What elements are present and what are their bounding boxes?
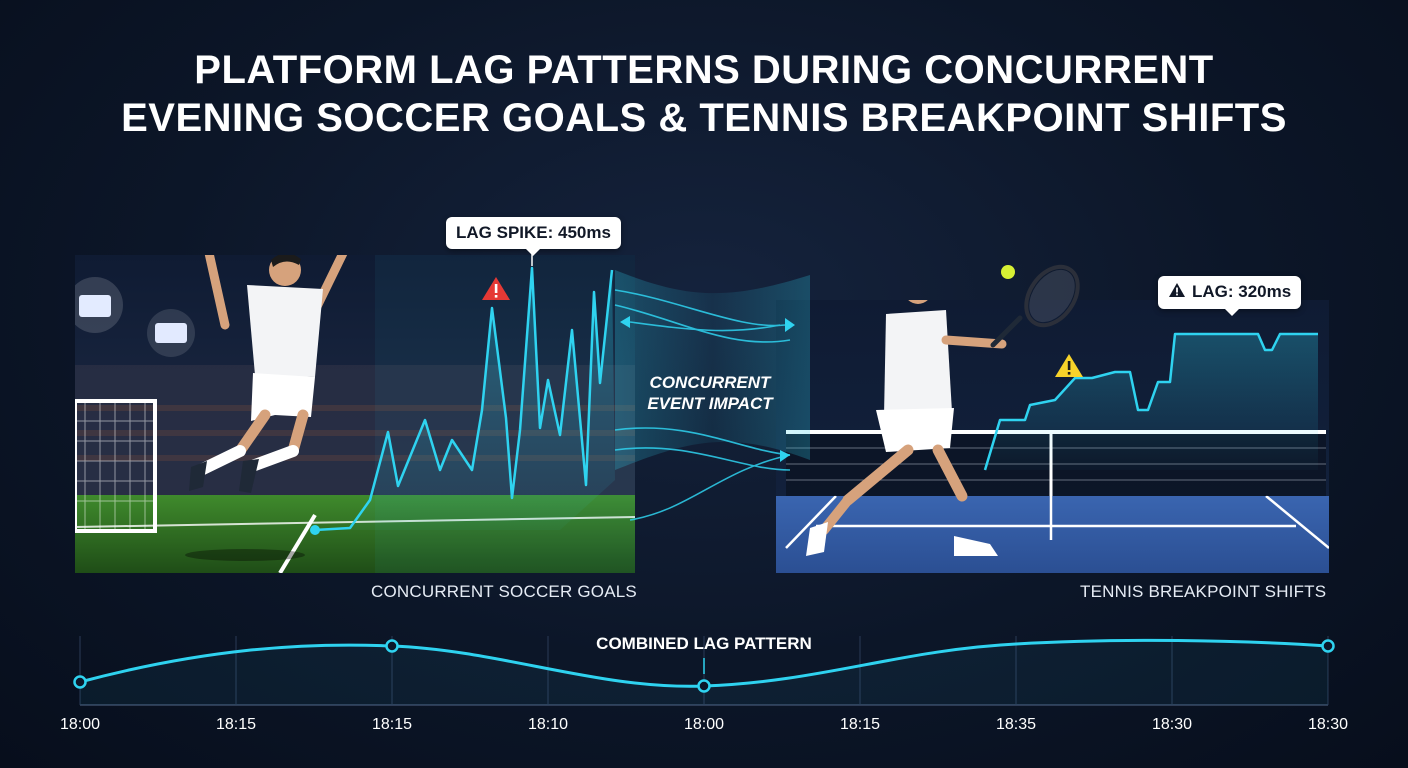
- floodlight-icon: [75, 277, 195, 357]
- combined-lag-chart: [73, 636, 1335, 706]
- timeline-tick-label: 18:10: [527, 716, 569, 733]
- title-line-1: PLATFORM LAG PATTERNS DURING CONCURRENT: [194, 48, 1214, 92]
- tennis-lag-callout-text: LAG: 320ms: [1192, 282, 1292, 301]
- soccer-player: [185, 255, 348, 561]
- timeline-point: [385, 639, 399, 653]
- timeline-tick-label: 18:30: [1151, 716, 1193, 733]
- tennis-racket: [990, 264, 1080, 348]
- yellow-warning-icon: [1055, 354, 1083, 377]
- timeline-tick-label: 18:15: [215, 716, 257, 733]
- flow-arrow-icon: [620, 316, 795, 462]
- soccer-lag-line: [310, 266, 615, 535]
- warning-icon: [1168, 282, 1186, 303]
- page-title: PLATFORM LAG PATTERNS DURING CONCURRENT …: [0, 46, 1408, 142]
- combined-lag-pattern-label: COMBINED LAG PATTERN: [596, 634, 812, 653]
- timeline-tick-label: 18:00: [59, 716, 101, 733]
- tennis-player: [806, 300, 1007, 556]
- tennis-lag-callout: LAG: 320ms: [1158, 276, 1302, 317]
- timeline-gridlines: [79, 636, 1329, 705]
- tennis-lag-line: [983, 332, 1318, 471]
- timeline-point: [73, 675, 87, 689]
- timeline-point: [1321, 639, 1335, 653]
- timeline-tick-label: 18:15: [839, 716, 881, 733]
- soccer-caption: CONCURRENT SOCCER GOALS: [371, 582, 637, 601]
- timeline-tick-label: 18:15: [371, 716, 413, 733]
- timeline-tick-label: 18:35: [995, 716, 1037, 733]
- soccer-lag-callout-text: LAG SPIKE: 450ms: [456, 223, 611, 242]
- goal-net: [75, 399, 157, 533]
- concurrent-flow: [614, 270, 810, 521]
- timeline-tick-label: 18:30: [1307, 716, 1349, 733]
- center-label-line-2: EVENT IMPACT: [647, 394, 773, 413]
- tennis-caption: TENNIS BREAKPOINT SHIFTS: [1080, 582, 1327, 601]
- tennis-ball-icon: [1001, 265, 1015, 279]
- red-warning-icon: [482, 277, 510, 300]
- concurrent-event-impact-label: CONCURRENT EVENT IMPACT: [628, 372, 792, 414]
- timeline-point: [697, 679, 711, 693]
- center-label-line-1: CONCURRENT: [649, 373, 771, 392]
- title-line-2: EVENING SOCCER GOALS & TENNIS BREAKPOINT…: [121, 96, 1287, 140]
- soccer-lag-callout: LAG SPIKE: 450ms: [446, 217, 621, 256]
- timeline-tick-label: 18:00: [683, 716, 725, 733]
